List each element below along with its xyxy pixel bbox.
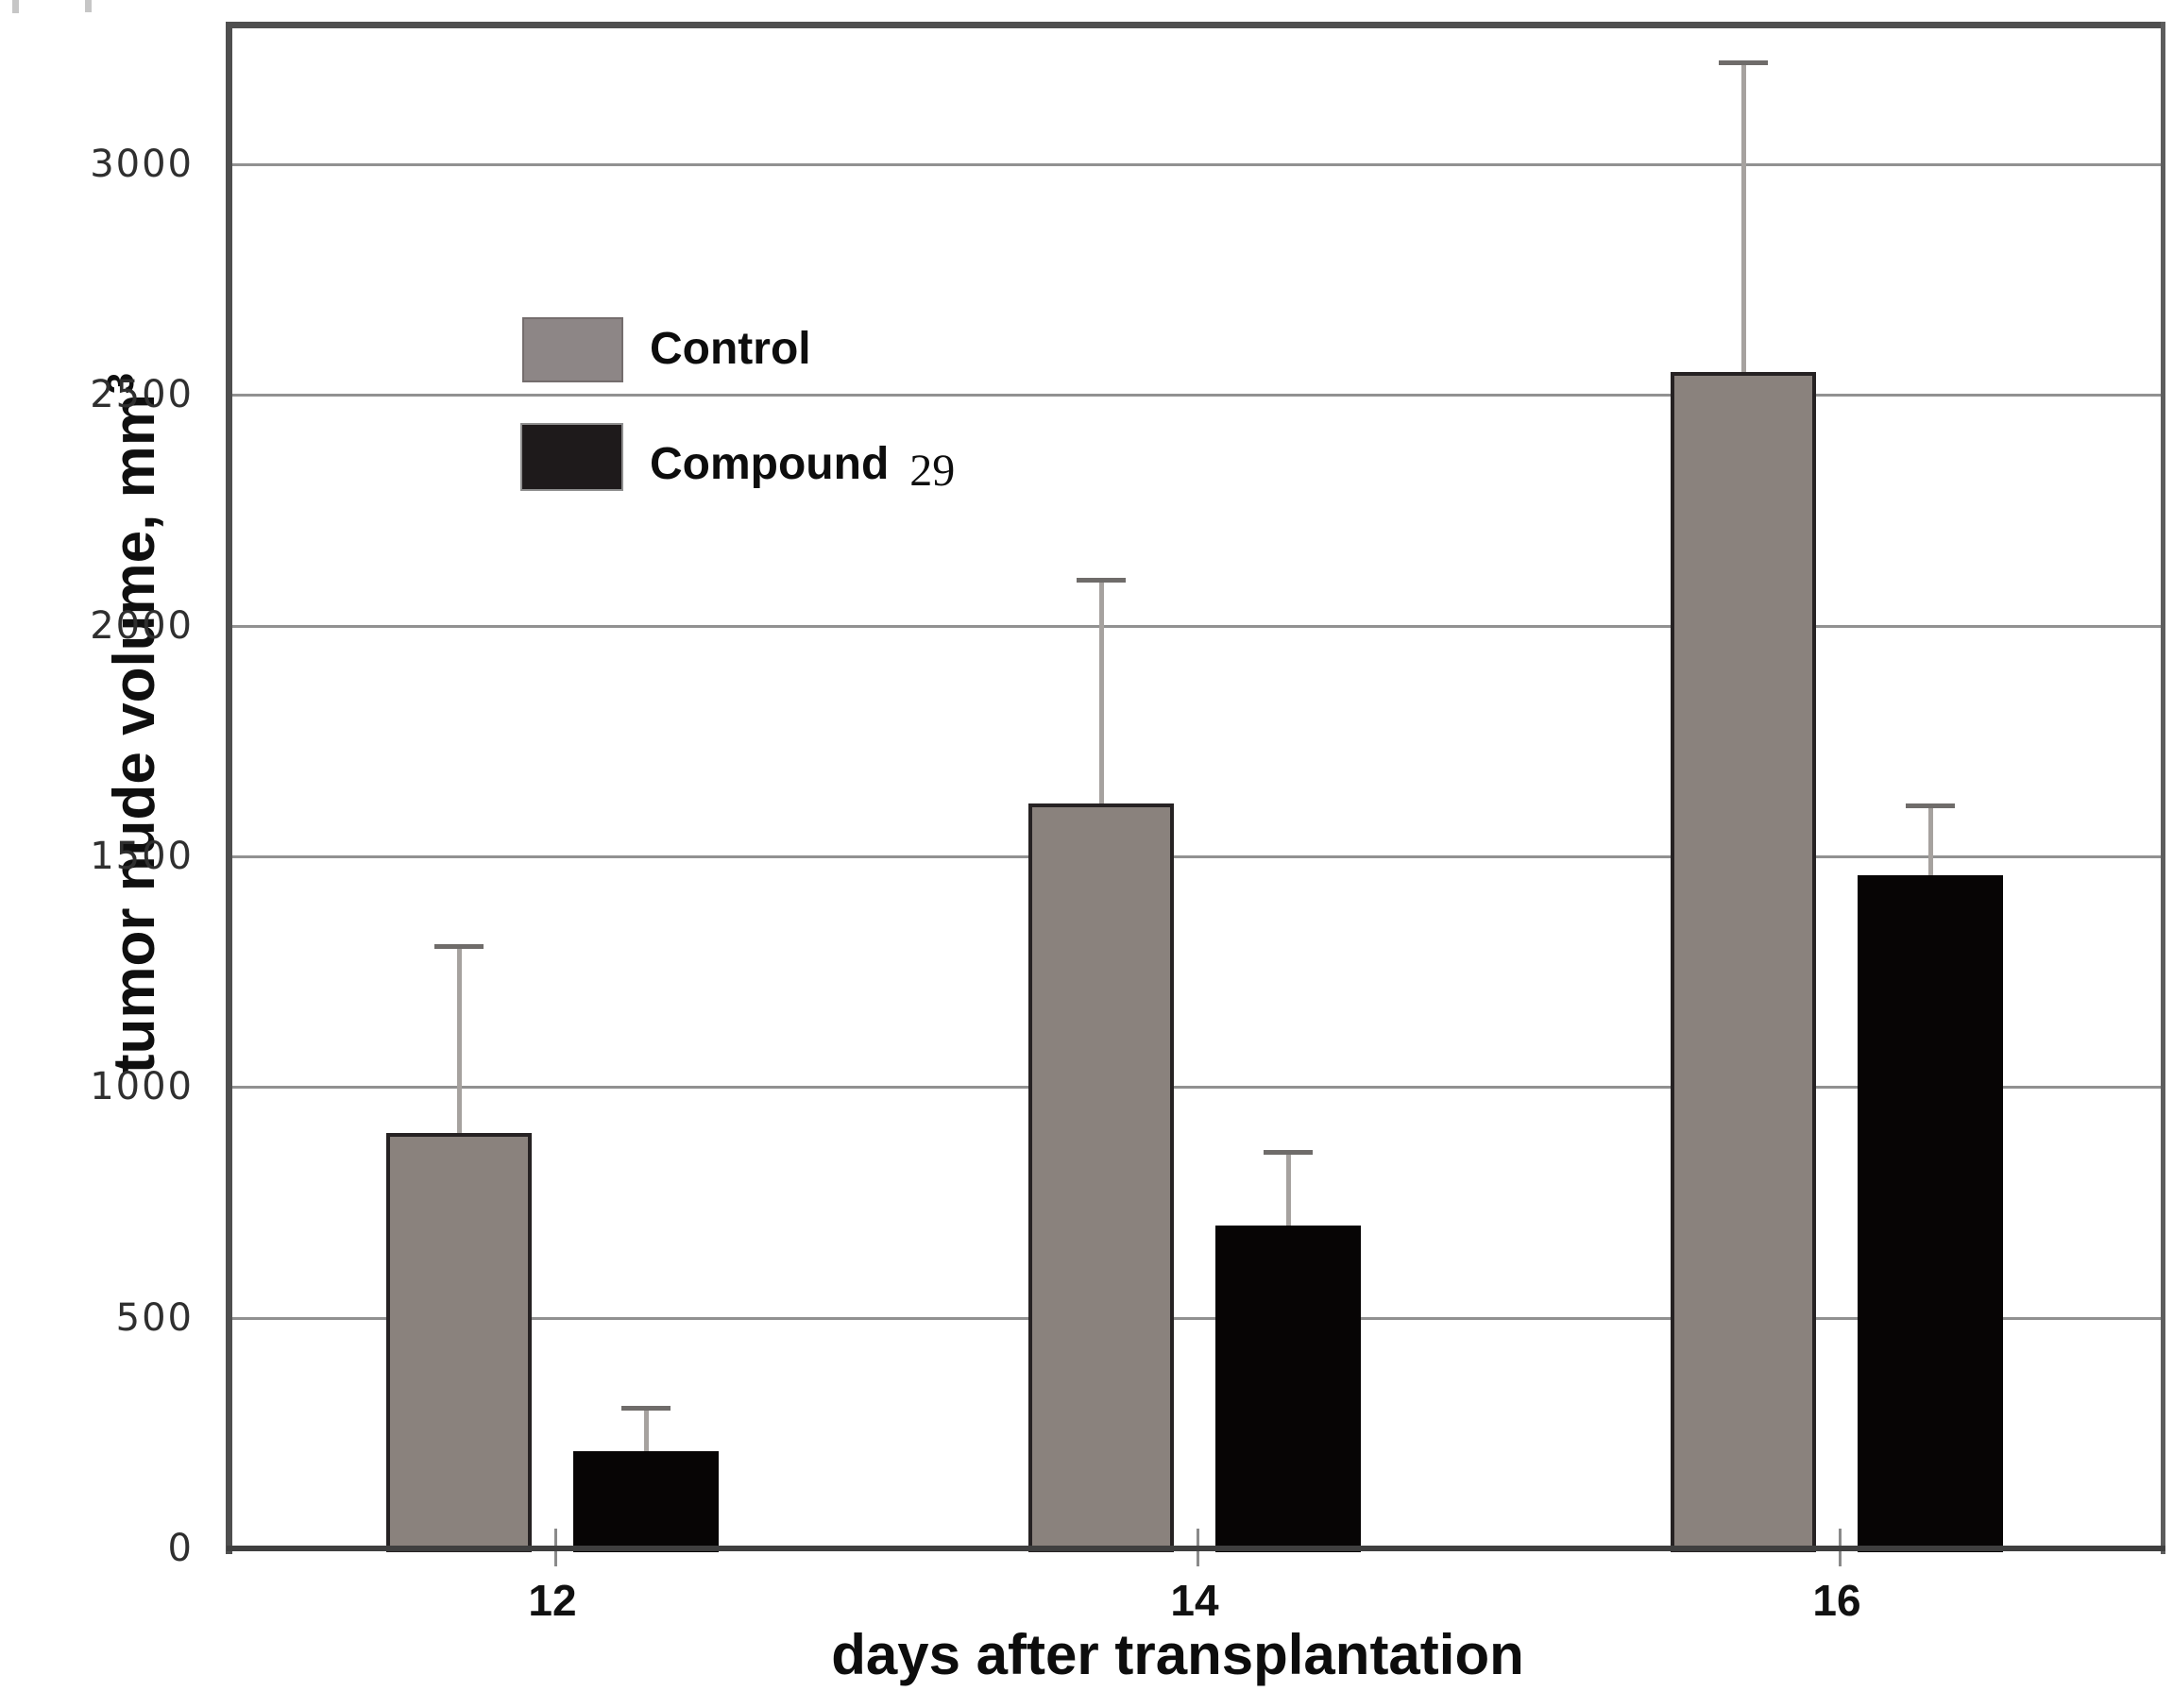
error-bar-control-day16 — [1741, 62, 1746, 372]
x-axis-line — [227, 1546, 2165, 1551]
xtick-label-16: 16 — [1812, 1576, 1861, 1625]
gridline-1000 — [227, 1086, 2165, 1090]
bar-compound-29-day12 — [573, 1451, 719, 1552]
error-cap-compound-29-day12 — [621, 1405, 671, 1411]
legend-label-control-text: Control — [650, 324, 811, 374]
error-bar-control-day14 — [1099, 579, 1104, 803]
y-axis-line — [226, 22, 232, 1554]
error-cap-control-day14 — [1077, 577, 1126, 583]
ytick-label-1000: 1000 — [90, 1065, 194, 1109]
legend-label-control: Control — [650, 325, 811, 374]
scan-artifact — [85, 0, 92, 12]
error-cap-compound-29-day14 — [1264, 1149, 1313, 1155]
bar-compound-29-day14 — [1215, 1225, 1361, 1552]
plot-frame-right — [2161, 22, 2165, 1554]
legend-label-compound-text: Compound — [650, 439, 890, 489]
ytick-label-2000: 2000 — [90, 603, 194, 648]
gridline-3000 — [227, 163, 2165, 166]
error-bar-compound-29-day16 — [1928, 805, 1933, 875]
legend-label-compound-number: 29 — [909, 446, 956, 496]
legend-swatch-control — [522, 317, 623, 382]
ytick-label-2500: 2500 — [90, 373, 194, 417]
ytick-label-3000: 3000 — [90, 143, 194, 186]
xtick-label-14: 14 — [1170, 1576, 1219, 1625]
error-bar-control-day12 — [457, 946, 462, 1134]
error-bar-compound-29-day14 — [1286, 1151, 1291, 1226]
error-cap-compound-29-day16 — [1906, 803, 1955, 809]
error-bar-compound-29-day12 — [644, 1407, 649, 1452]
y-axis-title-text: tumor nude volume, mm — [102, 394, 167, 1074]
error-cap-control-day12 — [434, 944, 484, 950]
plot-frame-top — [227, 22, 2165, 28]
legend-label-compound29: Compound 29 — [650, 439, 955, 496]
bar-control-day12 — [386, 1133, 532, 1552]
x-axis-title: days after transplantation — [831, 1623, 1524, 1686]
gridline-1500 — [227, 855, 2165, 858]
ytick-label-0: 0 — [167, 1527, 194, 1570]
bar-control-day16 — [1671, 371, 1816, 1552]
gridline-500 — [227, 1316, 2165, 1320]
error-cap-control-day16 — [1719, 60, 1768, 66]
gridline-2500 — [227, 394, 2165, 397]
ytick-label-1500: 1500 — [90, 835, 194, 878]
xtick-label-12: 12 — [528, 1576, 577, 1625]
legend-swatch-compound29 — [520, 423, 623, 491]
scan-artifact — [12, 0, 19, 13]
gridline-2000 — [227, 624, 2165, 628]
bar-compound-29-day16 — [1858, 874, 2003, 1552]
ytick-label-500: 500 — [115, 1295, 194, 1340]
bar-control-day14 — [1028, 803, 1174, 1552]
